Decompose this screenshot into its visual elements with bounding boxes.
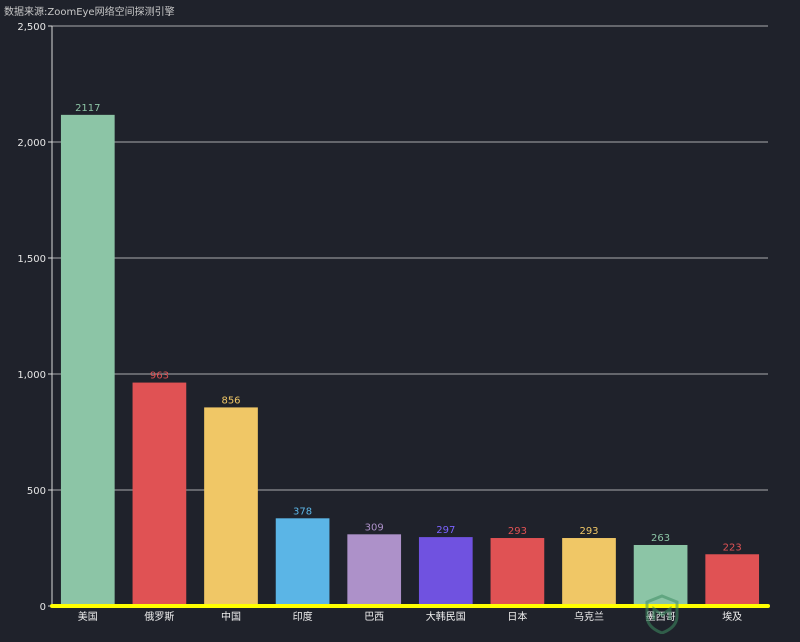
watermark-logo xyxy=(644,594,794,638)
data-label: 309 xyxy=(365,522,384,533)
y-tick-label: 2,500 xyxy=(17,22,46,33)
y-tick-label: 2,000 xyxy=(17,138,46,149)
grid-layer xyxy=(52,25,768,491)
data-label: 963 xyxy=(150,371,169,382)
y-tick-label: 1,500 xyxy=(17,254,46,265)
bar xyxy=(418,537,473,606)
bar xyxy=(204,407,258,606)
data-label: 223 xyxy=(723,542,742,553)
bar xyxy=(60,114,115,606)
data-label: 378 xyxy=(293,506,312,517)
x-tick-label: 埃及 xyxy=(722,610,742,623)
x-tick-label: 印度 xyxy=(293,610,313,623)
y-tick-label: 0 xyxy=(40,602,46,613)
bar-layer xyxy=(60,114,760,606)
bar xyxy=(275,518,330,606)
x-tick-label: 中国 xyxy=(221,610,241,623)
y-axis: 0 500 1,000 1,500 2,000 2,500 xyxy=(17,22,53,613)
bar xyxy=(562,538,616,606)
data-label: 856 xyxy=(221,395,240,406)
y-tick-label: 500 xyxy=(27,486,46,497)
data-label: 297 xyxy=(436,525,455,536)
shield-logo-icon xyxy=(645,594,679,635)
x-tick-label: 巴西 xyxy=(364,611,384,623)
x-tick-label: 乌克兰 xyxy=(574,610,604,623)
data-label: 263 xyxy=(651,533,670,544)
x-tick-label: 日本 xyxy=(507,610,527,623)
bar xyxy=(490,538,545,606)
data-label: 2117 xyxy=(75,103,100,114)
data-label: 293 xyxy=(579,526,598,537)
bar xyxy=(705,554,760,606)
x-tick-label: 大韩民国 xyxy=(426,610,466,623)
source-note: 数据来源:ZoomEye网络空间探测引擎 xyxy=(4,7,175,18)
x-tick-label: 美国 xyxy=(78,610,98,623)
data-label: 293 xyxy=(508,526,527,537)
bar xyxy=(347,534,402,606)
x-tick-label: 俄罗斯 xyxy=(144,610,174,623)
bar xyxy=(132,382,187,606)
y-tick-label: 1,000 xyxy=(17,370,46,381)
data-label-layer: 2117 963 856 378 309 297 293 293 263 223 xyxy=(75,103,742,553)
